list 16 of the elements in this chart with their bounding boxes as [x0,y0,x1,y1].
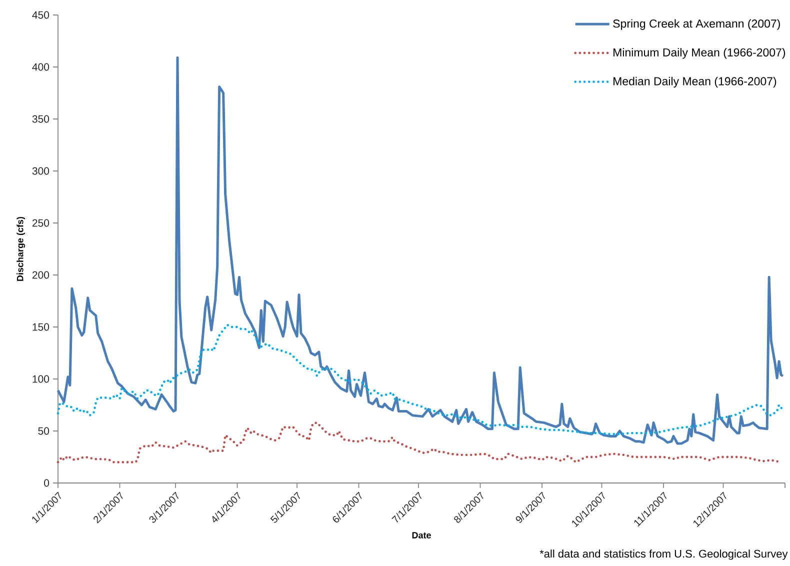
x-axis-title: Date [412,532,431,538]
y-axis-title: Discharge (cfs) [16,216,26,281]
legend-label: Spring Creek at Axemann (2007) [613,19,780,30]
y-tick-label: 450 [32,11,50,19]
y-tick-label: 100 [32,375,50,383]
y-tick-label: 200 [32,271,50,279]
y-tick-label: 250 [32,219,50,227]
y-tick-label: 400 [32,63,50,71]
y-tick-label: 50 [38,427,50,435]
legend-label: Median Daily Mean (1966-2007) [614,76,776,88]
y-tick-label: 350 [32,115,50,123]
y-tick-label: 150 [32,323,50,331]
y-tick-label: 0 [44,479,50,487]
text: *all data and statistics from U.S. Geological Survey [540,550,788,560]
legend-label: Minimum Daily Mean (1966-2007) [614,48,786,59]
y-tick-label: 300 [32,167,50,175]
